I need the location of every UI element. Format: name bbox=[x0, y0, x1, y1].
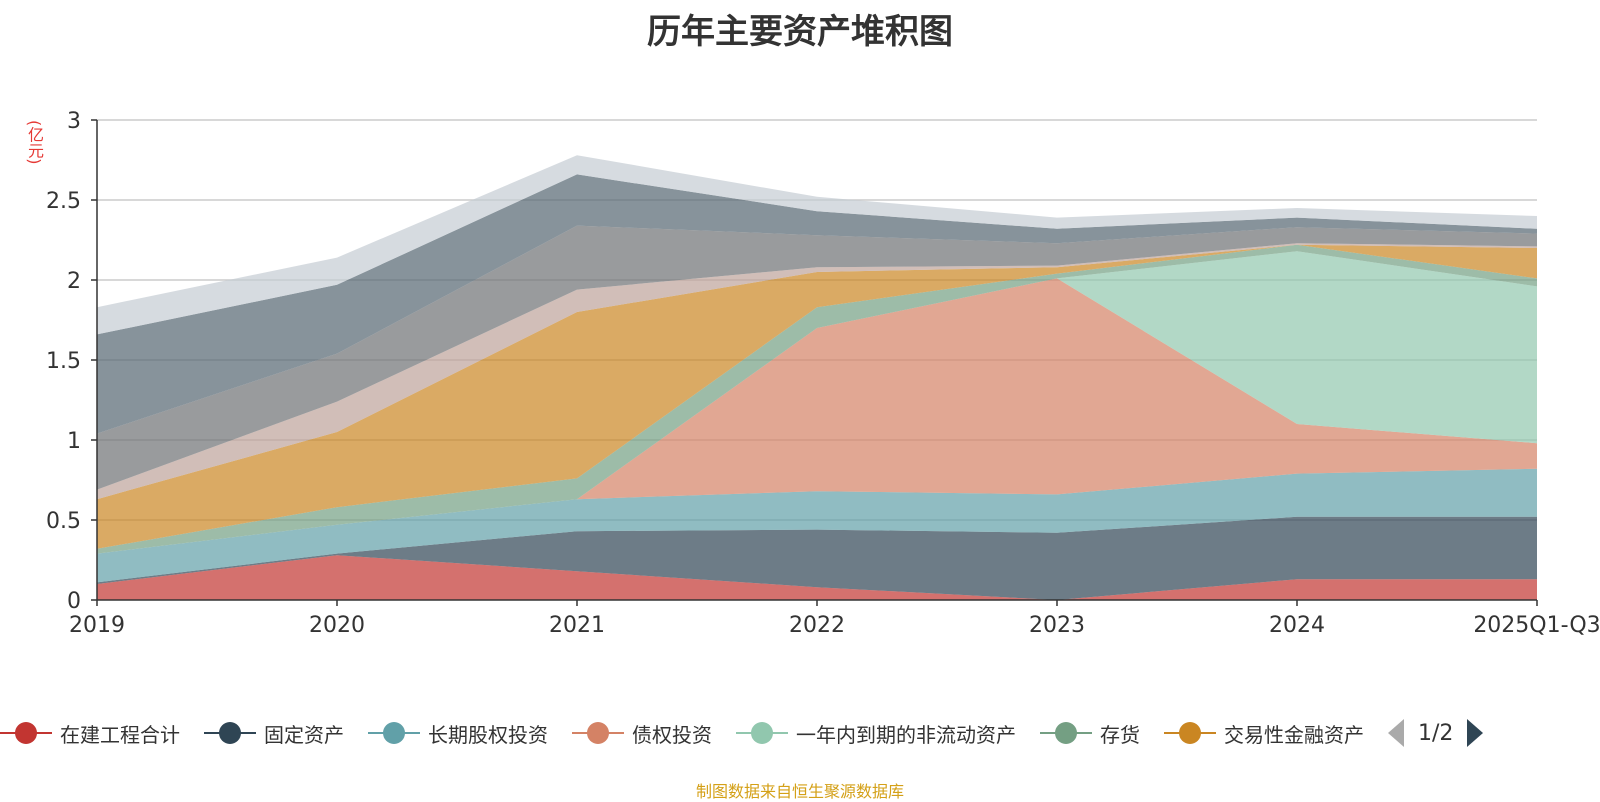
y-axis-unit-label: (亿元) bbox=[25, 120, 44, 165]
legend-label: 长期股权投资 bbox=[428, 722, 548, 747]
legend-item[interactable]: 交易性金融资产 bbox=[1164, 719, 1364, 748]
y-tick-label: 2 bbox=[67, 269, 81, 294]
legend-item[interactable]: 债权投资 bbox=[572, 719, 712, 748]
area-series-7[interactable] bbox=[97, 244, 1537, 549]
area-series-4[interactable] bbox=[97, 278, 1537, 554]
legend-label: 一年内到期的非流动资产 bbox=[796, 722, 1016, 747]
legend-label: 存货 bbox=[1100, 722, 1140, 747]
y-tick-label: 1 bbox=[67, 429, 81, 454]
area-series-1[interactable] bbox=[97, 555, 1537, 600]
legend-pager: 1/2 bbox=[1388, 719, 1484, 747]
y-tick-label: 0.5 bbox=[46, 509, 81, 534]
legend-item[interactable]: 一年内到期的非流动资产 bbox=[736, 719, 1016, 748]
stacked-area-chart: 0 0.5 1 1.5 2 2.5 3 2019 2020 2021 2022 2023 2024 202… bbox=[46, 109, 1600, 638]
x-tick-label: 2024 bbox=[1269, 613, 1325, 638]
y-tick-label: 0 bbox=[67, 589, 81, 614]
area-series-2[interactable] bbox=[97, 516, 1537, 600]
legend-item[interactable]: 在建工程合计 bbox=[0, 719, 180, 748]
legend-prev-page-button[interactable] bbox=[1388, 719, 1404, 747]
legend-label: 债权投资 bbox=[632, 722, 712, 747]
y-tick-label: 2.5 bbox=[46, 189, 81, 214]
legend-marker-icon bbox=[736, 721, 788, 745]
legend-marker-icon bbox=[204, 721, 256, 745]
legend-label: 固定资产 bbox=[264, 722, 344, 747]
legend-marker-icon bbox=[1164, 721, 1216, 745]
chart-title: 历年主要资产堆积图 bbox=[647, 12, 953, 52]
x-tick-label: 2025Q1-Q3 bbox=[1473, 613, 1600, 638]
x-tick-label: 2021 bbox=[549, 613, 605, 638]
legend-marker-icon bbox=[1040, 721, 1092, 745]
legend: 在建工程合计 固定资产 长期股权投资 债权投资 一年内到期的非流动资产 存货 交易性金融资产… bbox=[0, 716, 1600, 750]
legend-marker-icon bbox=[0, 721, 52, 745]
legend-page-indicator: 1/2 bbox=[1418, 720, 1454, 746]
y-tick-label: 3 bbox=[67, 109, 81, 134]
legend-item[interactable]: 存货 bbox=[1040, 719, 1140, 748]
data-source-note: 制图数据来自恒生聚源数据库 bbox=[695, 782, 904, 801]
area-series-5[interactable] bbox=[97, 251, 1537, 554]
legend-label: 在建工程合计 bbox=[60, 722, 180, 747]
legend-next-page-button[interactable] bbox=[1467, 719, 1484, 747]
x-tick-label: 2023 bbox=[1029, 613, 1085, 638]
area-series-9[interactable] bbox=[97, 225, 1537, 490]
legend-item[interactable]: 长期股权投资 bbox=[368, 719, 548, 748]
legend-label: 交易性金融资产 bbox=[1224, 722, 1364, 747]
x-tick-label: 2019 bbox=[69, 613, 125, 638]
area-series-11[interactable] bbox=[97, 155, 1537, 335]
legend-item[interactable]: 固定资产 bbox=[204, 719, 344, 748]
y-tick-label: 1.5 bbox=[46, 349, 81, 374]
area-series-group bbox=[97, 155, 1537, 600]
area-series-3[interactable] bbox=[97, 468, 1537, 583]
area-series-10[interactable] bbox=[97, 174, 1537, 434]
legend-items: 在建工程合计 固定资产 长期股权投资 债权投资 一年内到期的非流动资产 存货 交易性金融资产 bbox=[0, 719, 1388, 748]
x-tick-label: 2022 bbox=[789, 613, 845, 638]
legend-marker-icon bbox=[368, 721, 420, 745]
x-tick-label: 2020 bbox=[309, 613, 365, 638]
axes: 0 0.5 1 1.5 2 2.5 3 2019 2020 2021 2022 2023 2024 202… bbox=[46, 109, 1600, 638]
legend-marker-icon bbox=[572, 721, 624, 745]
